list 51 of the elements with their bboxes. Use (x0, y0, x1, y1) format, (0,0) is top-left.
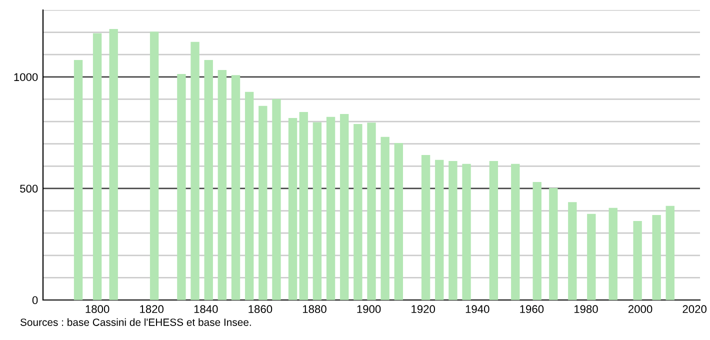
x-tick-label: 2000 (628, 305, 652, 314)
bar (312, 122, 322, 300)
x-tick-label: 1800 (86, 305, 110, 314)
bar (652, 215, 661, 300)
bar (367, 122, 376, 300)
bar (666, 206, 674, 300)
x-tick-label: 1880 (302, 305, 326, 314)
bar (258, 106, 268, 300)
bar (448, 161, 458, 300)
bar (608, 208, 618, 300)
bar (462, 164, 471, 300)
bar (204, 60, 213, 300)
bar (288, 118, 298, 300)
x-tick-label: 1960 (520, 305, 544, 314)
bar (394, 142, 403, 300)
bar (511, 164, 520, 300)
bar (326, 116, 336, 300)
y-tick-label: 1000 (14, 73, 38, 82)
bar (109, 28, 118, 300)
bar (489, 161, 498, 300)
bar (549, 188, 558, 300)
y-tick-label: 0 (32, 296, 38, 304)
bar (340, 114, 349, 300)
x-tick-label: 1920 (412, 305, 436, 314)
bar (92, 33, 102, 300)
bar (177, 74, 186, 300)
bar (421, 155, 430, 300)
bar (218, 70, 227, 300)
bar (633, 221, 642, 300)
bar (299, 112, 308, 300)
x-tick-label: 1940 (466, 305, 490, 314)
bar (435, 160, 444, 300)
x-tick-label: 1820 (140, 305, 164, 314)
bar (532, 182, 542, 300)
source-note: Sources : base Cassini de l'EHESS et base Insee. (20, 318, 251, 326)
bar (244, 92, 254, 300)
x-tick-label: 1840 (194, 305, 218, 314)
bar (150, 32, 159, 300)
x-tick-label: 1900 (357, 305, 381, 314)
bar (272, 99, 281, 300)
x-tick-label: 1860 (248, 305, 272, 314)
bar (380, 136, 390, 300)
bar (74, 60, 83, 300)
bar (190, 42, 200, 300)
y-tick-label: 500 (20, 184, 38, 193)
bar (354, 124, 362, 300)
x-tick-label: 1980 (574, 305, 598, 314)
bar (587, 214, 596, 300)
x-tick-label: 2020 (682, 305, 706, 314)
bar (568, 202, 577, 300)
bar (231, 75, 240, 300)
